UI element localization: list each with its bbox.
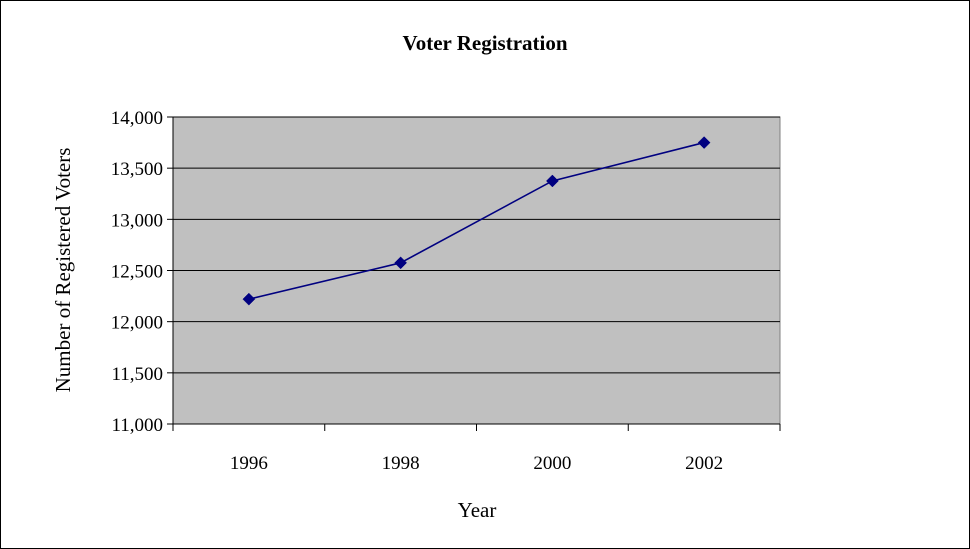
- y-tick-label: 11,000: [111, 415, 163, 436]
- series-line: [248, 141, 705, 300]
- chart-title: Voter Registration: [402, 31, 567, 55]
- x-tick-label: 1998: [382, 453, 420, 474]
- y-tick-label: 12,500: [111, 262, 163, 283]
- y-tick-label: 13,500: [111, 159, 163, 180]
- y-tick-label: 14,000: [111, 108, 163, 129]
- data-point: [546, 174, 559, 188]
- x-tick-label: 1996: [230, 453, 268, 474]
- data-point: [697, 136, 711, 149]
- x-axis-label: Year: [458, 498, 497, 522]
- gridlines: [173, 116, 780, 374]
- data-point: [242, 292, 256, 306]
- y-tick-labels: 11,000 11,500 12,000 12,500 13,000 13,500 14,0…: [111, 108, 163, 436]
- y-tick-label: 12,000: [111, 313, 163, 334]
- y-axis-label: Number of Registered Voters: [51, 148, 75, 393]
- x-tick-labels: 1996 1998 2000 2002: [230, 453, 723, 474]
- series-layer: [242, 136, 711, 306]
- y-tick-label: 11,500: [111, 364, 163, 385]
- y-tick-label: 13,000: [111, 210, 163, 231]
- x-tick-label: 2000: [533, 453, 571, 474]
- x-tick-label: 2002: [685, 453, 723, 474]
- data-point: [394, 256, 407, 270]
- axes: [167, 116, 781, 431]
